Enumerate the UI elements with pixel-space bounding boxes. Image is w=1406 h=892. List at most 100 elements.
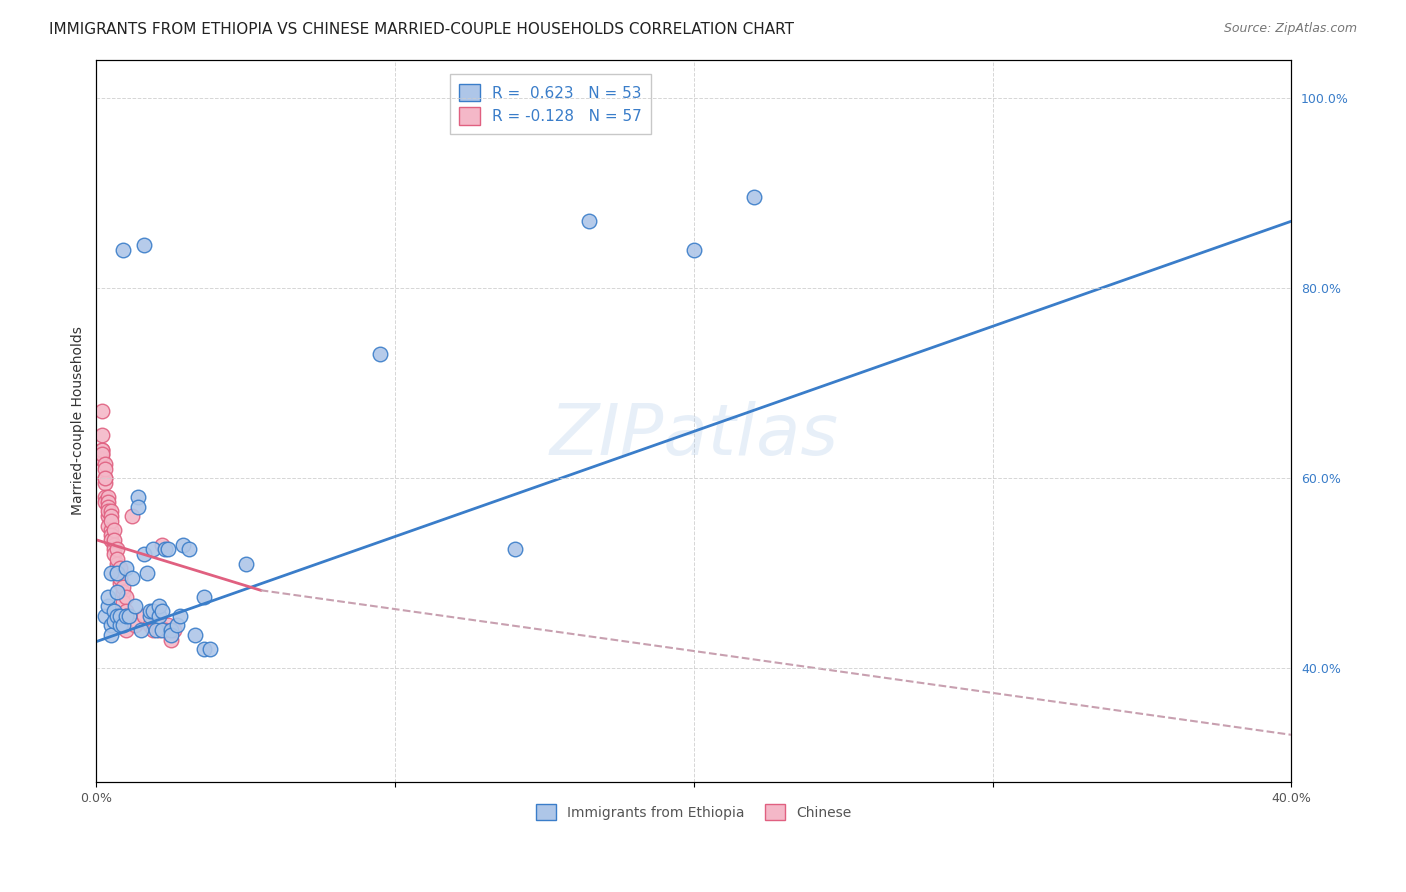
Point bbox=[94, 608, 117, 623]
Point bbox=[184, 628, 207, 642]
Point bbox=[94, 471, 117, 485]
Point bbox=[97, 490, 120, 504]
Point bbox=[124, 618, 146, 632]
Point bbox=[172, 538, 194, 552]
Point bbox=[115, 623, 138, 637]
Point bbox=[142, 604, 165, 618]
Point bbox=[177, 542, 200, 557]
Point bbox=[160, 632, 183, 647]
Point bbox=[94, 457, 117, 471]
Point bbox=[105, 542, 128, 557]
Point bbox=[112, 243, 135, 257]
Point bbox=[150, 623, 173, 637]
Point bbox=[100, 514, 122, 528]
Text: Source: ZipAtlas.com: Source: ZipAtlas.com bbox=[1223, 22, 1357, 36]
Point bbox=[105, 608, 128, 623]
Point bbox=[105, 566, 128, 581]
Point bbox=[503, 542, 526, 557]
Point bbox=[94, 475, 117, 490]
Point bbox=[97, 504, 120, 518]
Point bbox=[105, 552, 128, 566]
Point bbox=[103, 614, 125, 628]
Point bbox=[91, 452, 114, 467]
Point bbox=[166, 618, 188, 632]
Point bbox=[103, 604, 125, 618]
Point bbox=[150, 538, 173, 552]
Point bbox=[127, 500, 149, 514]
Point bbox=[100, 504, 122, 518]
Point bbox=[105, 585, 128, 599]
Point bbox=[110, 575, 132, 590]
Point bbox=[112, 585, 135, 599]
Point bbox=[94, 490, 117, 504]
Point bbox=[139, 618, 162, 632]
Point bbox=[103, 538, 125, 552]
Point bbox=[91, 404, 114, 418]
Point bbox=[160, 628, 183, 642]
Legend: Immigrants from Ethiopia, Chinese: Immigrants from Ethiopia, Chinese bbox=[531, 799, 856, 826]
Point bbox=[193, 590, 215, 604]
Point bbox=[91, 442, 114, 457]
Point bbox=[139, 608, 162, 623]
Point bbox=[100, 528, 122, 542]
Point bbox=[103, 542, 125, 557]
Point bbox=[103, 524, 125, 538]
Point bbox=[94, 495, 117, 509]
Point bbox=[97, 590, 120, 604]
Point bbox=[94, 471, 117, 485]
Point bbox=[134, 238, 156, 252]
Point bbox=[97, 495, 120, 509]
Point bbox=[157, 542, 180, 557]
Point bbox=[100, 533, 122, 547]
Text: IMMIGRANTS FROM ETHIOPIA VS CHINESE MARRIED-COUPLE HOUSEHOLDS CORRELATION CHART: IMMIGRANTS FROM ETHIOPIA VS CHINESE MARR… bbox=[49, 22, 794, 37]
Point bbox=[91, 447, 114, 461]
Point bbox=[97, 509, 120, 524]
Point bbox=[193, 642, 215, 657]
Point bbox=[578, 214, 600, 228]
Point bbox=[100, 628, 122, 642]
Point bbox=[112, 581, 135, 595]
Point bbox=[142, 542, 165, 557]
Point bbox=[157, 618, 180, 632]
Point bbox=[97, 599, 120, 614]
Point bbox=[112, 595, 135, 609]
Point bbox=[145, 623, 167, 637]
Point bbox=[100, 509, 122, 524]
Point bbox=[100, 566, 122, 581]
Point bbox=[169, 608, 191, 623]
Point bbox=[103, 547, 125, 561]
Point bbox=[160, 623, 183, 637]
Point bbox=[115, 608, 138, 623]
Point bbox=[134, 547, 156, 561]
Point bbox=[97, 518, 120, 533]
Point bbox=[94, 461, 117, 475]
Point bbox=[134, 608, 156, 623]
Point bbox=[148, 599, 170, 614]
Point bbox=[368, 347, 391, 361]
Point bbox=[110, 608, 132, 623]
Point bbox=[148, 608, 170, 623]
Point bbox=[97, 500, 120, 514]
Point bbox=[110, 561, 132, 575]
Y-axis label: Married-couple Households: Married-couple Households bbox=[72, 326, 86, 516]
Point bbox=[129, 623, 152, 637]
Point bbox=[115, 608, 138, 623]
Point bbox=[150, 604, 173, 618]
Text: ZIPatlas: ZIPatlas bbox=[550, 401, 838, 470]
Point bbox=[121, 571, 143, 585]
Point bbox=[100, 618, 122, 632]
Point bbox=[110, 571, 132, 585]
Point bbox=[145, 618, 167, 632]
Point bbox=[110, 618, 132, 632]
Point bbox=[198, 642, 221, 657]
Point bbox=[118, 608, 141, 623]
Point bbox=[139, 604, 162, 618]
Point bbox=[682, 243, 704, 257]
Point bbox=[153, 623, 176, 637]
Point bbox=[127, 490, 149, 504]
Point bbox=[103, 533, 125, 547]
Point bbox=[112, 618, 135, 632]
Point bbox=[105, 566, 128, 581]
Point bbox=[115, 561, 138, 575]
Point bbox=[115, 604, 138, 618]
